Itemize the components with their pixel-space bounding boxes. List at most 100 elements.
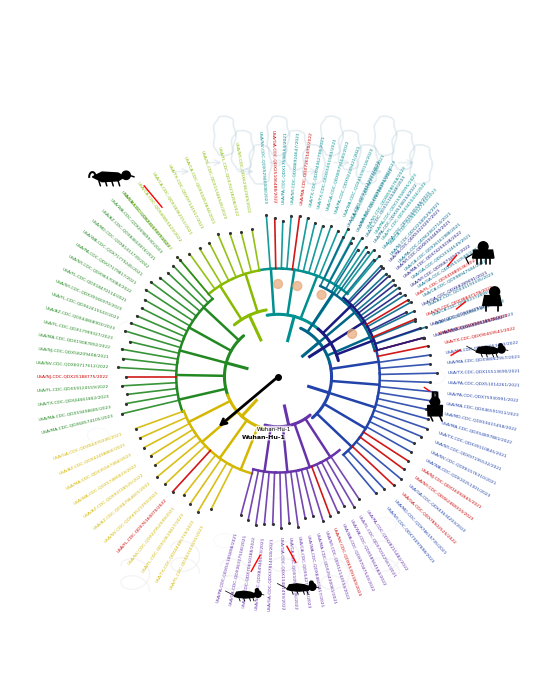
Text: USA/MA-CDC-QDX46591911/2023: USA/MA-CDC-QDX46591911/2023 bbox=[445, 401, 519, 416]
Text: USA/CA-CDC-QDX10546996/2022: USA/CA-CDC-QDX10546996/2022 bbox=[289, 537, 298, 610]
Text: USA/PA-CDC-QDX51014261/2021: USA/PA-CDC-QDX51014261/2021 bbox=[448, 381, 520, 388]
Text: USA/MA-CDC-QDX19087892/2022: USA/MA-CDC-QDX19087892/2022 bbox=[38, 332, 111, 349]
Text: USA/NY-CDC-QDX78728175/2021: USA/NY-CDC-QDX78728175/2021 bbox=[356, 166, 394, 232]
Text: USA/GA-CDC-QDX78502525/2022: USA/GA-CDC-QDX78502525/2022 bbox=[400, 491, 457, 545]
Text: USA/AZ-CDC-QDX44808903/2023: USA/AZ-CDC-QDX44808903/2023 bbox=[45, 305, 116, 330]
Text: USA/CA-CDC-QDX23117397/2023: USA/CA-CDC-QDX23117397/2023 bbox=[121, 190, 171, 248]
Text: USA/WA-CDC-QDX71779245/2021: USA/WA-CDC-QDX71779245/2021 bbox=[81, 230, 143, 277]
Polygon shape bbox=[473, 250, 494, 258]
Circle shape bbox=[309, 583, 316, 590]
Text: USA/CA-CDC-QDX18362151/2021: USA/CA-CDC-QDX18362151/2021 bbox=[152, 172, 193, 236]
Text: USA/FL-CDC-QDX41880536/2023: USA/FL-CDC-QDX41880536/2023 bbox=[415, 257, 479, 297]
Text: USA/MA-CDC-QDX68574105/2023: USA/MA-CDC-QDX68574105/2023 bbox=[41, 414, 113, 435]
Text: USA/NY-CDC-QDX81504490/2021: USA/NY-CDC-QDX81504490/2021 bbox=[396, 218, 452, 270]
Text: USA/TX-CDC-QDX39110845/2021: USA/TX-CDC-QDX39110845/2021 bbox=[438, 430, 508, 458]
Text: USA/PA-CDC-QDX75930991/2022: USA/PA-CDC-QDX75930991/2022 bbox=[446, 391, 519, 402]
Text: USA/MA-CDC-QDX72611470/2022: USA/MA-CDC-QDX72611470/2022 bbox=[299, 132, 313, 206]
Text: USA/NY-CDC-QDX96570084/2022: USA/NY-CDC-QDX96570084/2022 bbox=[67, 254, 132, 294]
Text: USA/TX-CDC-QDX15513690/2021: USA/TX-CDC-QDX15513690/2021 bbox=[448, 369, 520, 375]
Text: USA/MD-CDC-QDX81411739/2022: USA/MD-CDC-QDX81411739/2022 bbox=[90, 218, 150, 270]
Text: USA/TX-CDC-QDX44485719/2023: USA/TX-CDC-QDX44485719/2023 bbox=[155, 519, 195, 583]
Text: USA/NY-CDC-QDX39166970/2023: USA/NY-CDC-QDX39166970/2023 bbox=[55, 279, 123, 312]
Circle shape bbox=[274, 279, 282, 288]
Text: USA/FL-CDC-QDX70218208/2022: USA/FL-CDC-QDX70218208/2022 bbox=[217, 146, 239, 216]
Text: USA/TX-CDC-QDX97141917/2021: USA/TX-CDC-QDX97141917/2021 bbox=[167, 164, 204, 230]
Circle shape bbox=[122, 171, 130, 179]
Text: USA/FL-CDC-QDX76160070/2022: USA/FL-CDC-QDX76160070/2022 bbox=[116, 498, 167, 554]
Text: USA/PA-CDC-QDX15958995/2023: USA/PA-CDC-QDX15958995/2023 bbox=[374, 172, 418, 234]
Text: USA/NJ-CDC-QDX22340529/2021: USA/NJ-CDC-QDX22340529/2021 bbox=[389, 201, 441, 256]
Circle shape bbox=[430, 398, 440, 407]
Text: USA/NY-CDC-QDX88924647/2023: USA/NY-CDC-QDX88924647/2023 bbox=[290, 132, 300, 204]
Text: USA/PA-CDC-QDX62062714/2021: USA/PA-CDC-QDX62062714/2021 bbox=[397, 211, 452, 264]
Text: USA/WA-CDC-QDX84601817/2021: USA/WA-CDC-QDX84601817/2021 bbox=[306, 534, 324, 608]
Text: USA/FL-CDC-QDX15346545/2023: USA/FL-CDC-QDX15346545/2023 bbox=[200, 150, 227, 220]
Text: USA/PA-CDC-QDX53223207/2021: USA/PA-CDC-QDX53223207/2021 bbox=[388, 207, 441, 262]
Text: USA/GA-CDC-QDX13481493/2022: USA/GA-CDC-QDX13481493/2022 bbox=[279, 538, 285, 611]
Text: USA/PA-CDC-QDX35238334/2022: USA/PA-CDC-QDX35238334/2022 bbox=[373, 182, 419, 243]
Text: USA/FL-CDC-QDX70322561/2021: USA/FL-CDC-QDX70322561/2021 bbox=[358, 514, 397, 579]
Text: USA/GA-CDC-QDX33324549/2021: USA/GA-CDC-QDX33324549/2021 bbox=[410, 233, 472, 280]
Text: USA/NV-CDC-QDX92940008/2023: USA/NV-CDC-QDX92940008/2023 bbox=[259, 131, 267, 204]
Text: USA/NY-CDC-QDX62362369/2022: USA/NY-CDC-QDX62362369/2022 bbox=[235, 141, 251, 214]
Text: USA/GA-CDC-QDX70445588/2023: USA/GA-CDC-QDX70445588/2023 bbox=[381, 190, 431, 250]
Text: USA/NV-CDC-QDX61576310/2021: USA/NV-CDC-QDX61576310/2021 bbox=[429, 449, 497, 485]
Text: USA/MD-CDC-QDX55615458/2022: USA/MD-CDC-QDX55615458/2022 bbox=[443, 411, 517, 431]
Text: USA/NY-CDC-QDX38847178/2022: USA/NY-CDC-QDX38847178/2022 bbox=[425, 285, 494, 316]
Text: USA/GA-CDC-QDX68289091/2021: USA/GA-CDC-QDX68289091/2021 bbox=[421, 270, 488, 307]
Text: USA/TX-CDC-QDX70650188/2022: USA/TX-CDC-QDX70650188/2022 bbox=[241, 536, 256, 608]
Text: USA/FL-CDC-QDX17999327/2023: USA/FL-CDC-QDX17999327/2023 bbox=[42, 319, 113, 339]
Polygon shape bbox=[92, 172, 125, 182]
Text: USA/TX-CDC-QDX90459541/2022: USA/TX-CDC-QDX90459541/2022 bbox=[444, 326, 516, 344]
Text: USA/CA-CDC-QDX50453844/2021: USA/CA-CDC-QDX50453844/2021 bbox=[183, 155, 215, 225]
Text: USA/WA-CDC-QDX26989930/2023: USA/WA-CDC-QDX26989930/2023 bbox=[109, 198, 163, 255]
Polygon shape bbox=[436, 392, 438, 398]
Text: Wuhan-Hu-1: Wuhan-Hu-1 bbox=[242, 435, 286, 440]
Polygon shape bbox=[432, 392, 434, 398]
Text: USA/NY-CDC-QDX62468310/2023: USA/NY-CDC-QDX62468310/2023 bbox=[414, 475, 474, 522]
Circle shape bbox=[348, 330, 356, 338]
Text: USA/NY-CDC-QDX97195532/2021: USA/NY-CDC-QDX97195532/2021 bbox=[434, 440, 503, 472]
Text: USA/PA-CDC-QDX17598564/2021: USA/PA-CDC-QDX17598564/2021 bbox=[281, 131, 287, 204]
Text: USA/NV-CDC-QDX19479101/2023: USA/NV-CDC-QDX19479101/2023 bbox=[429, 299, 500, 327]
Polygon shape bbox=[428, 405, 443, 416]
Text: USA/TX-CDC-QDX44661862/2023: USA/TX-CDC-QDX44661862/2023 bbox=[37, 395, 110, 407]
Circle shape bbox=[498, 346, 505, 353]
Circle shape bbox=[499, 344, 502, 347]
Text: USA/MD-CDC-QDX78619735/2021: USA/MD-CDC-QDX78619735/2021 bbox=[393, 498, 447, 555]
Circle shape bbox=[478, 241, 488, 251]
Polygon shape bbox=[483, 295, 502, 306]
Text: USA/CA-CDC-QDX98947584/2022: USA/CA-CDC-QDX98947584/2022 bbox=[422, 258, 488, 298]
Text: USA/WA-CDC-QDX45590118/2023: USA/WA-CDC-QDX45590118/2023 bbox=[342, 147, 374, 218]
Text: USA/AZ-CDC-QDX93728525/2022: USA/AZ-CDC-QDX93728525/2022 bbox=[82, 472, 145, 518]
Text: USA/FL-CDC-QDX59124559/2022: USA/FL-CDC-QDX59124559/2022 bbox=[36, 384, 109, 393]
Text: USA/GA-CDC-QDX25106488/2022: USA/GA-CDC-QDX25106488/2022 bbox=[271, 130, 276, 204]
Text: USA/MA-CDC-QDX25430081/2021: USA/MA-CDC-QDX25430081/2021 bbox=[315, 532, 337, 605]
Circle shape bbox=[310, 581, 313, 584]
Text: USA/MA-CDC-QDX22053402/2022: USA/MA-CDC-QDX22053402/2022 bbox=[445, 340, 519, 355]
Text: USA/WA-CDC-QDX57480023/2022: USA/WA-CDC-QDX57480023/2022 bbox=[73, 463, 138, 505]
Text: USA/CA-CDC-QDX26161988/2021: USA/CA-CDC-QDX26161988/2021 bbox=[404, 222, 463, 272]
Text: USA/NV-CDC-QDX22952049/2021: USA/NV-CDC-QDX22952049/2021 bbox=[127, 505, 176, 565]
Text: USA/FL-CDC-QDX10619817/2023: USA/FL-CDC-QDX10619817/2023 bbox=[141, 512, 185, 574]
Text: USA/TX-CDC-QDX65051583/2021: USA/TX-CDC-QDX65051583/2021 bbox=[316, 137, 337, 209]
Text: USA/CA-CDC-QDX54278404/2023: USA/CA-CDC-QDX54278404/2023 bbox=[297, 536, 311, 609]
Text: Wuhan-Hu-1: Wuhan-Hu-1 bbox=[256, 426, 291, 431]
Text: USA/NJ-CDC-QDX58209408/2021: USA/NJ-CDC-QDX58209408/2021 bbox=[38, 346, 110, 359]
Text: USA/PA-CDC-QDX27179817/2021: USA/PA-CDC-QDX27179817/2021 bbox=[75, 242, 137, 286]
Text: USA/NV-CDC-QDX84940653/2021: USA/NV-CDC-QDX84940653/2021 bbox=[255, 536, 265, 610]
Text: USA/MA-CDC-QDX74259238/2022: USA/MA-CDC-QDX74259238/2022 bbox=[403, 230, 463, 279]
Text: USA/MA-CDC-QDX43006783/2022: USA/MA-CDC-QDX43006783/2022 bbox=[122, 192, 173, 251]
Text: USA/GA-CDC-QDX89791040/2022: USA/GA-CDC-QDX89791040/2022 bbox=[325, 140, 350, 211]
Polygon shape bbox=[476, 346, 500, 354]
Text: USA/AZ-CDC-QDX35193335/2023: USA/AZ-CDC-QDX35193335/2023 bbox=[426, 271, 494, 307]
Text: USA/MA-CDC-QDX59498685/2023: USA/MA-CDC-QDX59498685/2023 bbox=[38, 404, 111, 421]
Text: USA/NJ-CDC-QDX16092665/2021: USA/NJ-CDC-QDX16092665/2021 bbox=[419, 467, 481, 510]
Text: USA/NY-CDC-QDX73097898/2023: USA/NY-CDC-QDX73097898/2023 bbox=[385, 505, 435, 564]
Text: USA/CA-CDC-QDX62372899/2021: USA/CA-CDC-QDX62372899/2021 bbox=[431, 285, 500, 316]
Text: USA/MA-CDC-QDX51857116/2023: USA/MA-CDC-QDX51857116/2023 bbox=[441, 312, 514, 335]
Circle shape bbox=[490, 287, 500, 297]
Text: USA/GA-CDC-QDX84470336/2021: USA/GA-CDC-QDX84470336/2021 bbox=[52, 432, 123, 461]
Text: USA/AZ-CDC-QDX84602874/2021: USA/AZ-CDC-QDX84602874/2021 bbox=[100, 209, 156, 262]
Text: USA/GA-CDC-QDX37814018/2021: USA/GA-CDC-QDX37814018/2021 bbox=[267, 537, 274, 611]
